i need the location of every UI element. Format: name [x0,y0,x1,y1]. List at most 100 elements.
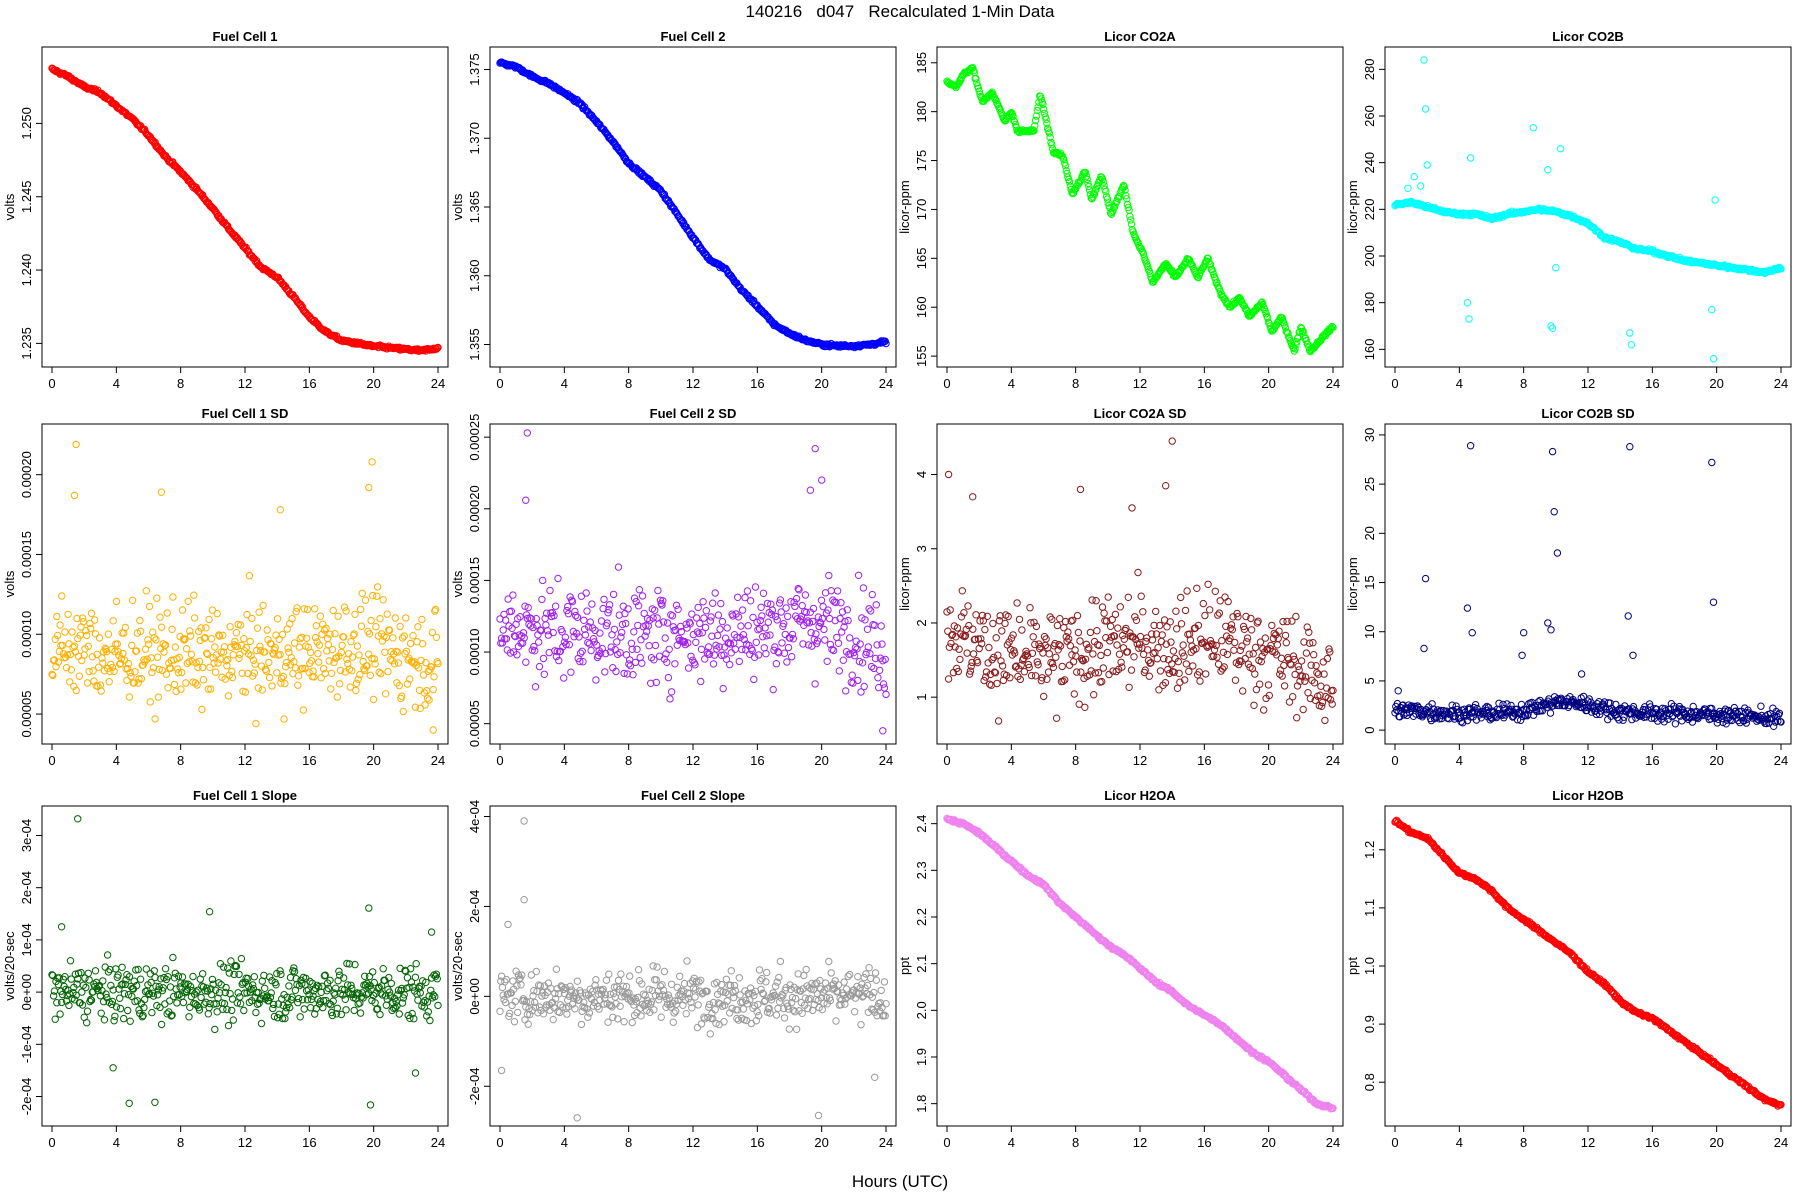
chart-title: Fuel Cell 2 SD [650,406,737,421]
data-point [199,983,208,991]
data-point [710,651,719,659]
data-point [1084,179,1092,188]
data-point [263,626,271,634]
outlier-point [1420,644,1428,653]
data-point [1038,674,1046,682]
data-point [754,626,762,634]
data-point [789,635,797,643]
data-point [1150,621,1158,630]
data-point [709,660,718,668]
data-point [1276,670,1284,678]
data-point [1082,172,1091,180]
data-point [1009,631,1017,639]
data-point [638,592,647,600]
data-point [730,993,738,1002]
data-point [587,646,595,655]
data-point [1314,670,1323,678]
data-point [314,649,322,658]
data-point [91,630,100,638]
data-point [755,625,764,633]
data-point [69,643,77,651]
data-point [971,635,979,643]
data-point [773,616,781,624]
x-tick-label: 0 [48,1135,55,1150]
data-point [837,599,845,607]
data-point [804,641,813,649]
data-point [676,636,684,645]
data-point [1316,691,1324,699]
data-point [327,1008,336,1017]
data-point [336,680,344,688]
data-point [1030,618,1038,626]
data-point [398,999,407,1007]
data-point [207,985,215,993]
outlier-point [1711,196,1719,204]
data-point [124,664,132,673]
data-point [637,636,645,644]
data-point [1039,649,1047,657]
x-tick-label: 8 [625,1135,632,1150]
data-point [62,664,71,672]
data-point [1211,587,1220,595]
data-point [424,1008,432,1016]
data-point [87,996,96,1004]
data-point [966,667,975,675]
data-point [215,632,224,640]
data-point [645,642,653,650]
data-point [532,615,540,623]
data-point [214,994,222,1002]
data-point [182,679,190,687]
data-point [183,659,192,667]
data-point [131,668,139,676]
data-point [695,241,703,250]
data-point [1250,701,1258,709]
data-point [729,988,737,997]
data-point [1136,632,1145,641]
data-point [1721,705,1730,713]
data-point [1272,651,1281,659]
data-point [255,999,263,1007]
data-point [219,648,228,656]
x-tick-label: 12 [1133,376,1147,391]
data-point [408,1009,416,1018]
data-point [855,657,864,666]
data-point [276,967,284,975]
data-point [948,631,956,639]
data-point [288,614,296,623]
data-point [1671,720,1680,728]
data-point [1257,657,1266,666]
data-point [697,677,705,686]
data-point [410,659,418,667]
data-point [1302,337,1311,345]
data-point [230,970,238,979]
data-point [199,970,207,978]
data-point [497,972,506,980]
data-point [417,982,425,990]
data-point [282,1004,291,1012]
data-point [673,641,681,649]
outlier-point [1624,612,1632,620]
data-point [411,703,420,711]
data-point [1166,618,1174,626]
data-point [1123,195,1131,203]
y-axis-label: volts [450,570,465,597]
data-point [389,634,397,642]
data-point [499,626,507,634]
data-point [671,660,679,668]
data-point [377,630,386,638]
data-point [298,664,307,673]
data-point [1619,716,1627,724]
x-tick-label: 12 [686,753,700,768]
data-point [761,624,769,632]
data-point [235,654,243,663]
data-point [636,1004,644,1012]
data-point [352,686,360,695]
data-point [1189,662,1197,670]
data-point [1679,705,1687,714]
data-point [1031,122,1039,130]
data-point [1249,650,1257,658]
data-point [708,632,716,640]
data-point [875,666,884,674]
data-point [691,993,699,1001]
data-point [543,609,551,617]
